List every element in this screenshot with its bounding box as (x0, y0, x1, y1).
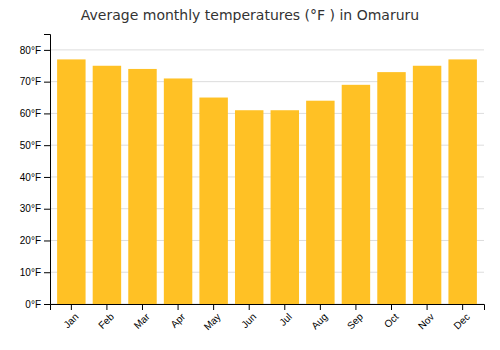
y-tick-label: 70°F (20, 76, 41, 87)
x-tick: Feb (96, 304, 116, 331)
bar (271, 110, 299, 304)
bars (57, 59, 477, 304)
y-tick-mark (44, 272, 50, 273)
plot: 0°F 10°F 20°F 30°F 40°F 50°F 60°F 70°F 80°F Jan Fe… (20, 35, 485, 333)
y-tick: 30°F (20, 203, 50, 214)
y-tick-mark (44, 145, 50, 146)
x-tick: Aug (309, 304, 329, 331)
x-tick-label: Aug (309, 311, 329, 331)
x-tick-mark (142, 304, 143, 310)
y-tick-mark (44, 304, 50, 305)
x-tick-label: Apr (168, 311, 187, 330)
bar (413, 66, 441, 304)
y-axis: 0°F 10°F 20°F 30°F 40°F 50°F 60°F 70°F 80°F (20, 35, 51, 310)
x-tick-mark (427, 304, 428, 310)
x-tick-mark (462, 304, 463, 310)
x-tick-mark (391, 304, 392, 310)
x-tick-label: Jan (61, 311, 80, 330)
x-tick-mark (249, 304, 250, 310)
y-tick-label: 50°F (20, 140, 41, 151)
y-tick: 0°F (25, 299, 50, 310)
x-tick: Jul (277, 304, 294, 328)
x-tick-label: Dec (451, 311, 471, 331)
y-tick-mark (44, 82, 50, 83)
y-tick: 80°F (20, 45, 50, 56)
x-tick-label: Mar (132, 311, 152, 331)
y-tick-mark (44, 50, 50, 51)
y-tick-label: 80°F (20, 45, 41, 56)
x-tick-mark (284, 304, 285, 310)
y-tick: 60°F (20, 108, 50, 119)
x-tick-label: Jul (277, 311, 294, 328)
x-tick-mark (106, 304, 107, 310)
y-tick-mark (44, 113, 50, 114)
y-tick-mark (44, 209, 50, 210)
y-tick: 10°F (20, 267, 50, 278)
x-tick-label: Nov (416, 311, 436, 331)
grid-line (50, 49, 484, 50)
x-tick: Jan (61, 304, 80, 330)
title: Average monthly temperatures (°F ) in Om… (81, 7, 419, 23)
x-axis: Jan Feb Mar Apr May Jun Jul Aug Sep Oct Nov Dec (51, 304, 485, 332)
bar (235, 110, 263, 304)
y-tick-label: 0°F (25, 299, 41, 310)
chart: Average monthly temperatures (°F ) in Om… (0, 0, 500, 350)
x-tick: May (202, 304, 223, 332)
x-tick: Nov (416, 304, 436, 331)
x-tick: Apr (168, 304, 187, 330)
x-tick: Dec (451, 304, 471, 331)
x-tick-label: May (202, 311, 223, 332)
x-tick: Jun (239, 304, 258, 330)
y-tick: 50°F (20, 140, 50, 151)
y-tick: 40°F (20, 172, 50, 183)
y-tick-mark (44, 177, 50, 178)
y-tick-label: 60°F (20, 108, 41, 119)
y-tick-label: 20°F (20, 235, 41, 246)
x-tick: Oct (382, 304, 401, 330)
y-tick: 20°F (20, 235, 50, 246)
bar (93, 66, 121, 304)
x-axis-line (51, 305, 485, 311)
x-tick-mark (213, 304, 214, 310)
bar (377, 72, 405, 304)
y-tick-label: 30°F (20, 203, 41, 214)
x-tick: Sep (345, 304, 366, 331)
x-tick-mark (355, 304, 356, 310)
bar (57, 59, 85, 304)
bar (448, 59, 476, 304)
x-tick-label: Oct (382, 311, 401, 330)
x-tick-mark (320, 304, 321, 310)
bar (199, 98, 227, 304)
x-tick-mark (71, 304, 72, 310)
y-tick-label: 40°F (20, 172, 41, 183)
grid (50, 50, 484, 304)
y-tick-mark (44, 240, 50, 241)
x-tick-mark (178, 304, 179, 310)
y-tick-label: 10°F (20, 267, 41, 278)
bar (306, 101, 334, 304)
x-tick-label: Sep (345, 311, 366, 332)
x-tick-label: Feb (96, 311, 116, 331)
y-tick: 70°F (20, 76, 50, 87)
bar (164, 78, 192, 304)
bar (342, 85, 370, 304)
x-tick-label: Jun (239, 311, 258, 330)
y-axis-line (44, 35, 51, 305)
bar (128, 69, 156, 304)
x-tick: Mar (132, 304, 152, 331)
